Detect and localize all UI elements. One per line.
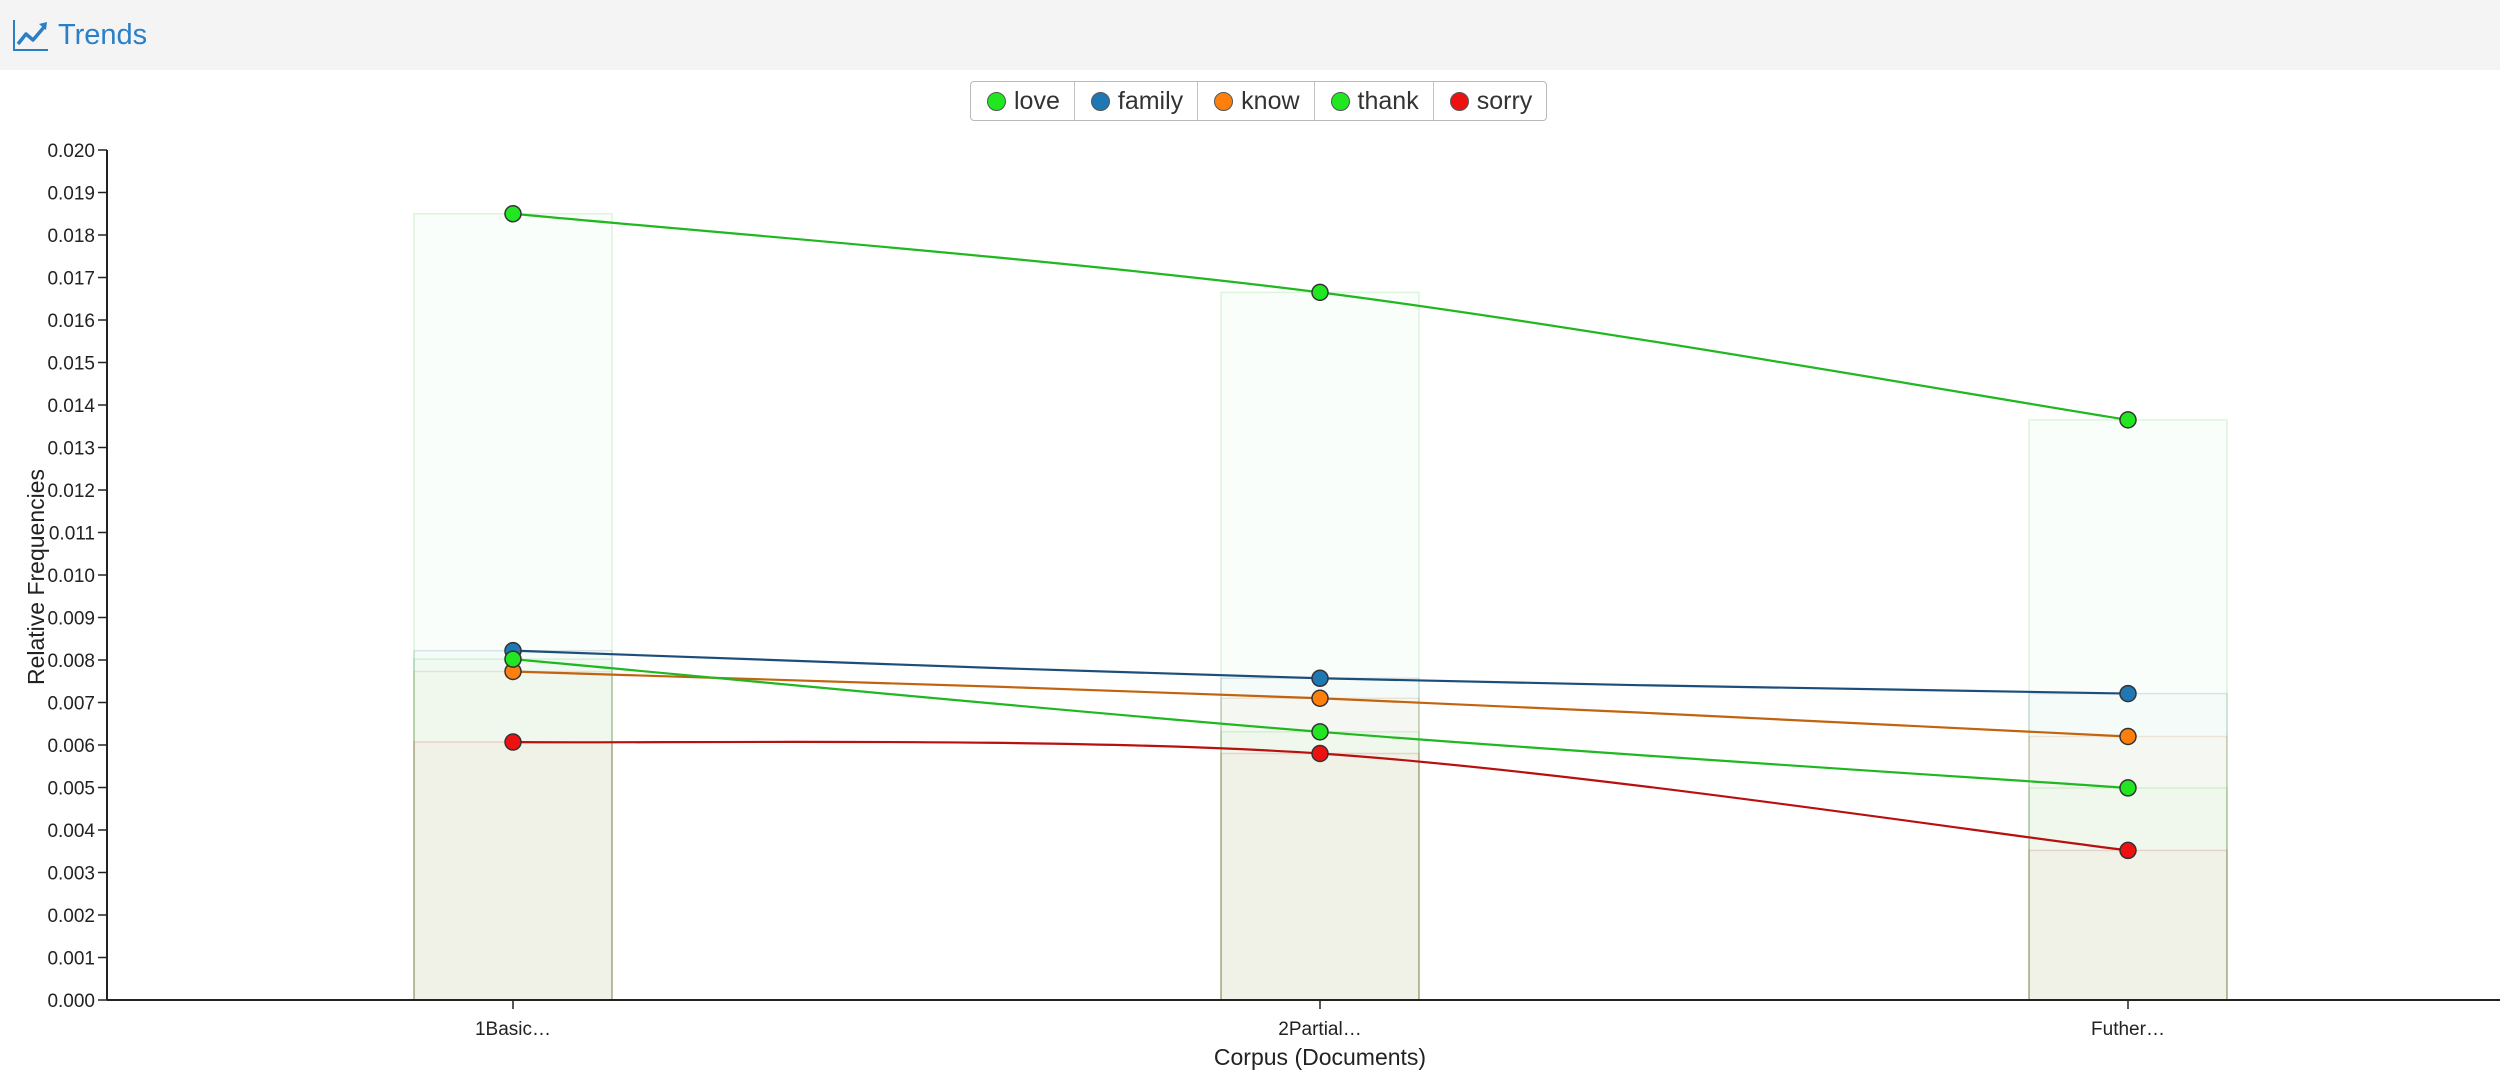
y-tick-label: 0.020	[47, 141, 95, 162]
legend-label: family	[1117, 86, 1184, 115]
y-tick-label: 0.012	[47, 481, 95, 502]
x-axis-title: Corpus (Documents)	[1214, 1044, 1426, 1070]
y-tick-label: 0.011	[49, 524, 95, 545]
bar-layer	[413, 213, 2228, 1001]
data-point-love-1[interactable]	[1311, 283, 1329, 302]
legend-label: love	[1014, 86, 1060, 115]
axes-layer: 0.000 0.001 0.002 0.003 0.004 0.005 0.006 0.007…	[47, 141, 2500, 1040]
y-axis-title: Relative Frequencies	[23, 469, 49, 685]
y-tick-label: 0.018	[47, 226, 95, 247]
legend-label: thank	[1357, 86, 1419, 115]
data-point-thank-1[interactable]	[1311, 723, 1329, 741]
legend-label: know	[1241, 86, 1300, 115]
data-point-family-1[interactable]	[1311, 669, 1329, 688]
y-tick-label: 0.004	[47, 821, 95, 842]
legend-swatch	[1449, 91, 1469, 111]
y-tick-label: 0.007	[47, 694, 95, 715]
data-point-sorry-2[interactable]	[2119, 841, 2137, 860]
data-point-know-1[interactable]	[1311, 689, 1329, 707]
x-tick-label: 2Partial…	[1278, 1019, 1361, 1040]
x-tick-label: Futher…	[2091, 1019, 2165, 1040]
data-point-sorry-1[interactable]	[1311, 744, 1329, 763]
y-tick-label: 0.014	[47, 396, 95, 417]
legend-swatch	[1090, 91, 1110, 111]
legend-swatch	[987, 91, 1006, 111]
panel-header: Trends	[0, 0, 2500, 70]
legend-item-sorry[interactable]: sorry	[1434, 82, 1547, 120]
x-tick-label: 1Basic…	[475, 1019, 551, 1040]
y-tick-label: 0.008	[47, 651, 95, 672]
legend-swatch	[1330, 91, 1350, 111]
y-tick-label: 0.002	[47, 906, 95, 927]
data-point-thank-0[interactable]	[504, 650, 522, 668]
legend-item-thank[interactable]: thank	[1315, 82, 1434, 120]
y-tick-label: 0.016	[47, 311, 95, 332]
chart-legend: love family know thank sorry	[970, 81, 1548, 121]
y-tick-label: 0.003	[47, 864, 95, 885]
point-layer	[504, 205, 2137, 860]
legend-label: sorry	[1476, 86, 1533, 115]
y-tick-label: 0.019	[47, 184, 95, 205]
data-point-family-2[interactable]	[2119, 684, 2137, 703]
data-point-love-2[interactable]	[2119, 411, 2137, 429]
y-tick-label: 0.015	[47, 354, 95, 375]
y-tick-label: 0.001	[47, 949, 95, 970]
legend-item-know[interactable]: know	[1198, 82, 1315, 120]
data-point-know-2[interactable]	[2119, 727, 2137, 746]
legend-swatch	[1214, 91, 1234, 111]
y-tick-label: 0.005	[47, 779, 95, 800]
bar-sorry-1	[1220, 752, 1420, 1001]
y-tick-label: 0.006	[47, 736, 95, 757]
legend-item-family[interactable]: family	[1075, 82, 1199, 120]
bar-sorry-0	[413, 741, 613, 1001]
panel-title[interactable]: Trends	[58, 18, 148, 51]
bar-sorry-2	[2028, 849, 2228, 1001]
y-tick-label: 0.010	[47, 566, 95, 587]
y-tick-label: 0.000	[47, 991, 95, 1012]
y-tick-label: 0.009	[47, 609, 95, 630]
y-tick-label: 0.013	[47, 439, 95, 460]
legend-item-love[interactable]: love	[971, 82, 1075, 120]
trend-line-icon	[13, 20, 48, 51]
data-point-sorry-0[interactable]	[504, 733, 522, 751]
data-point-love-0[interactable]	[504, 205, 522, 223]
data-point-thank-2[interactable]	[2119, 779, 2137, 797]
y-tick-label: 0.017	[47, 269, 95, 290]
